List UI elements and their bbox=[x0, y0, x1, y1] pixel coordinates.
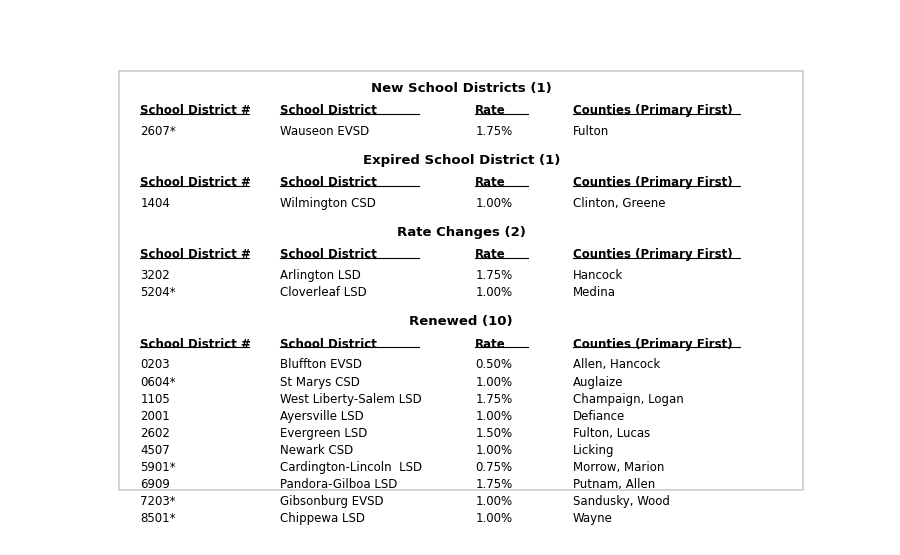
Text: Wilmington CSD: Wilmington CSD bbox=[280, 197, 376, 210]
Text: West Liberty-Salem LSD: West Liberty-Salem LSD bbox=[280, 393, 421, 406]
Text: 5901*: 5901* bbox=[140, 461, 176, 474]
Text: 1.75%: 1.75% bbox=[475, 478, 512, 491]
Text: Fulton: Fulton bbox=[573, 125, 609, 138]
Text: School District #: School District # bbox=[140, 176, 251, 189]
Text: Licking: Licking bbox=[573, 444, 615, 457]
Text: 8501*: 8501* bbox=[140, 512, 176, 526]
Text: Rate: Rate bbox=[475, 176, 506, 189]
Text: Newark CSD: Newark CSD bbox=[280, 444, 353, 457]
Text: Allen, Hancock: Allen, Hancock bbox=[573, 359, 660, 371]
Text: Rate: Rate bbox=[475, 104, 506, 117]
Text: 1.75%: 1.75% bbox=[475, 269, 512, 282]
Text: Cloverleaf LSD: Cloverleaf LSD bbox=[280, 286, 366, 299]
Text: Counties (Primary First): Counties (Primary First) bbox=[573, 337, 733, 351]
Text: Evergreen LSD: Evergreen LSD bbox=[280, 427, 367, 440]
Text: School District: School District bbox=[280, 248, 377, 261]
Text: 6909: 6909 bbox=[140, 478, 170, 491]
Text: Clinton, Greene: Clinton, Greene bbox=[573, 197, 665, 210]
Text: 0.75%: 0.75% bbox=[475, 461, 512, 474]
Text: 5204*: 5204* bbox=[140, 286, 176, 299]
Text: Gibsonburg EVSD: Gibsonburg EVSD bbox=[280, 495, 383, 508]
Text: Morrow, Marion: Morrow, Marion bbox=[573, 461, 664, 474]
Text: School District: School District bbox=[280, 104, 377, 117]
Text: Rate: Rate bbox=[475, 248, 506, 261]
Text: 1.00%: 1.00% bbox=[475, 376, 512, 388]
Text: 1.75%: 1.75% bbox=[475, 393, 512, 406]
Text: Wayne: Wayne bbox=[573, 512, 613, 526]
Text: School District #: School District # bbox=[140, 104, 251, 117]
Text: Wauseon EVSD: Wauseon EVSD bbox=[280, 125, 369, 138]
Text: School District: School District bbox=[280, 176, 377, 189]
Text: Counties (Primary First): Counties (Primary First) bbox=[573, 248, 733, 261]
Text: Pandora-Gilboa LSD: Pandora-Gilboa LSD bbox=[280, 478, 397, 491]
Text: Renewed (10): Renewed (10) bbox=[410, 315, 513, 329]
Text: Ayersville LSD: Ayersville LSD bbox=[280, 410, 364, 423]
Text: Rate Changes (2): Rate Changes (2) bbox=[397, 226, 526, 239]
Text: St Marys CSD: St Marys CSD bbox=[280, 376, 360, 388]
Text: 1.00%: 1.00% bbox=[475, 495, 512, 508]
Text: New School Districts (1): New School Districts (1) bbox=[371, 82, 552, 94]
Text: Fulton, Lucas: Fulton, Lucas bbox=[573, 427, 650, 440]
FancyBboxPatch shape bbox=[120, 71, 803, 490]
Text: 2607*: 2607* bbox=[140, 125, 176, 138]
Text: Chippewa LSD: Chippewa LSD bbox=[280, 512, 364, 526]
Text: 1.00%: 1.00% bbox=[475, 512, 512, 526]
Text: 1404: 1404 bbox=[140, 197, 170, 210]
Text: 1.00%: 1.00% bbox=[475, 444, 512, 457]
Text: 7203*: 7203* bbox=[140, 495, 176, 508]
Text: Rate: Rate bbox=[475, 337, 506, 351]
Text: School District: School District bbox=[280, 337, 377, 351]
Text: Arlington LSD: Arlington LSD bbox=[280, 269, 361, 282]
Text: 4507: 4507 bbox=[140, 444, 170, 457]
Text: 3202: 3202 bbox=[140, 269, 170, 282]
Text: Counties (Primary First): Counties (Primary First) bbox=[573, 104, 733, 117]
Text: Auglaize: Auglaize bbox=[573, 376, 624, 388]
Text: Counties (Primary First): Counties (Primary First) bbox=[573, 176, 733, 189]
Text: Bluffton EVSD: Bluffton EVSD bbox=[280, 359, 362, 371]
Text: 2602: 2602 bbox=[140, 427, 170, 440]
Text: Defiance: Defiance bbox=[573, 410, 625, 423]
Text: 1.00%: 1.00% bbox=[475, 410, 512, 423]
Text: 0203: 0203 bbox=[140, 359, 170, 371]
Text: 1.00%: 1.00% bbox=[475, 286, 512, 299]
Text: 1.00%: 1.00% bbox=[475, 197, 512, 210]
Text: 1.50%: 1.50% bbox=[475, 427, 512, 440]
Text: Sandusky, Wood: Sandusky, Wood bbox=[573, 495, 670, 508]
Text: 1105: 1105 bbox=[140, 393, 170, 406]
Text: 0.50%: 0.50% bbox=[475, 359, 512, 371]
Text: Hancock: Hancock bbox=[573, 269, 623, 282]
Text: Putnam, Allen: Putnam, Allen bbox=[573, 478, 655, 491]
Text: Champaign, Logan: Champaign, Logan bbox=[573, 393, 684, 406]
Text: School District #: School District # bbox=[140, 248, 251, 261]
Text: Medina: Medina bbox=[573, 286, 616, 299]
Text: Cardington-Lincoln  LSD: Cardington-Lincoln LSD bbox=[280, 461, 422, 474]
Text: 2001: 2001 bbox=[140, 410, 170, 423]
Text: School District #: School District # bbox=[140, 337, 251, 351]
Text: 0604*: 0604* bbox=[140, 376, 176, 388]
Text: Expired School District (1): Expired School District (1) bbox=[363, 154, 560, 167]
Text: 1.75%: 1.75% bbox=[475, 125, 512, 138]
